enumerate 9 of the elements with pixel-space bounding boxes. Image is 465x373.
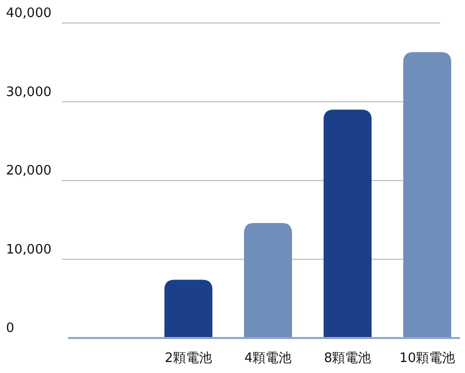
- y-tick-label: 10,000: [6, 242, 52, 258]
- x-tick-label: 8顆電池: [324, 351, 372, 366]
- x-tick-label: 4顆電池: [244, 351, 292, 366]
- y-tick-label: 30,000: [6, 84, 52, 100]
- y-tick-label: 0: [6, 321, 14, 336]
- y-tick-label: 20,000: [6, 164, 52, 178]
- x-tick-label: 2顆電池: [164, 351, 212, 366]
- x-tick-label: 10顆電池: [399, 351, 455, 366]
- y-tick-label: 40,000: [6, 6, 52, 21]
